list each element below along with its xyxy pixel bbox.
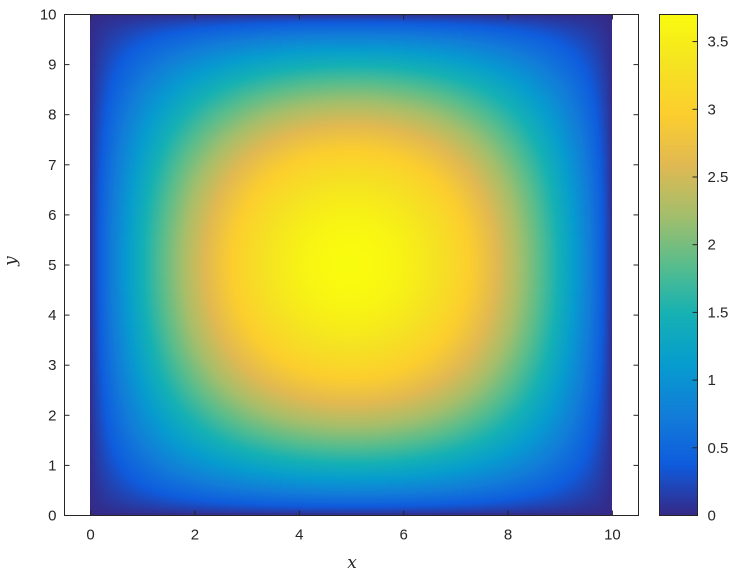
x-axis-ticks: 0 2 4 6 8 10 — [86, 14, 621, 544]
colorbar-tick-label: 0 — [708, 508, 716, 525]
colorbar-frame — [659, 14, 698, 516]
colorbar-gradient — [659, 14, 697, 515]
colorbar-tick-label: 2.5 — [708, 169, 729, 186]
colorbar-tick-label: 2 — [708, 237, 716, 254]
y-tick-label: 7 — [48, 157, 56, 174]
y-axis-ticks: 0 1 2 3 4 5 6 7 8 9 10 — [40, 7, 639, 525]
colorbar-ticks: 0 0.5 1 1.5 2 2.5 3 3.5 — [692, 34, 729, 525]
colorbar-tick-label: 0.5 — [708, 440, 729, 457]
plot-area-frame — [64, 14, 639, 516]
x-tick-label: 8 — [504, 527, 512, 544]
y-tick-label: 1 — [48, 457, 56, 474]
x-tick-label: 6 — [400, 527, 408, 544]
y-tick-label: 4 — [48, 307, 56, 324]
y-axis-label: y — [1, 256, 21, 267]
x-tick-label: 4 — [295, 527, 303, 544]
y-tick-label: 0 — [48, 508, 56, 525]
x-axis-label: x — [347, 553, 357, 572]
x-tick-label: 0 — [86, 527, 94, 544]
y-tick-label: 8 — [48, 107, 56, 124]
y-tick-label: 10 — [40, 7, 57, 24]
y-tick-label: 9 — [48, 57, 56, 74]
heatmap-surface — [90, 14, 612, 515]
x-tick-label: 10 — [604, 527, 621, 544]
y-tick-label: 3 — [48, 357, 56, 374]
y-tick-label: 5 — [48, 257, 56, 274]
colorbar-tick-label: 1.5 — [708, 304, 729, 321]
colorbar-tick-label: 3 — [708, 101, 716, 118]
y-tick-label: 6 — [48, 207, 56, 224]
y-tick-label: 2 — [48, 407, 56, 424]
colorbar-tick-label: 3.5 — [708, 34, 729, 51]
colorbar-tick-label: 1 — [708, 372, 716, 389]
x-tick-label: 2 — [191, 527, 199, 544]
